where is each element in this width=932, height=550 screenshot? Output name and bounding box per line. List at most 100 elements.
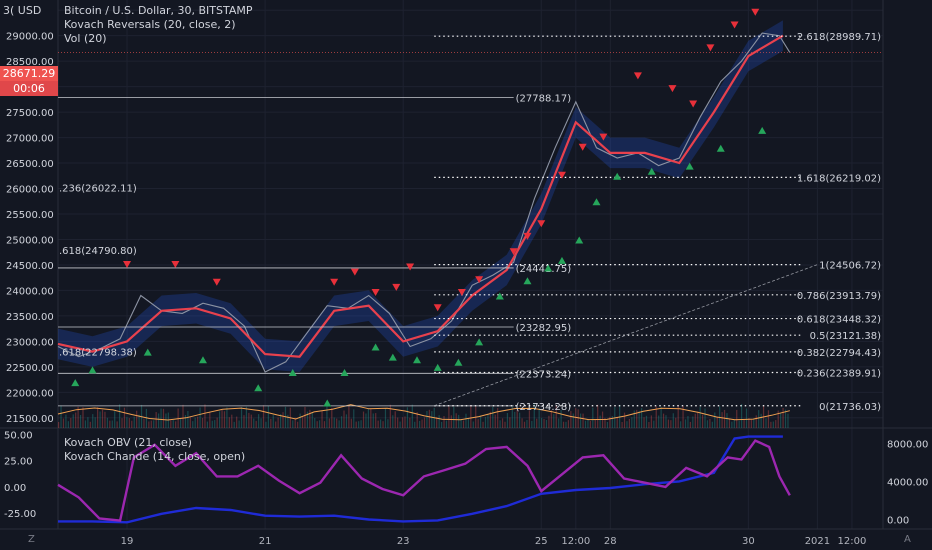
volume-bar xyxy=(506,413,509,428)
volume-bar xyxy=(782,407,784,428)
volume-bar xyxy=(550,410,552,428)
volume-bar xyxy=(170,420,172,428)
current-price-label: 28671.29 xyxy=(0,66,58,81)
volume-bar xyxy=(367,408,369,428)
volume-bar xyxy=(345,414,348,428)
timezone-icon[interactable]: Z xyxy=(28,534,35,545)
volume-bar xyxy=(492,406,494,428)
lower-left-tick-label: -25.00 xyxy=(4,509,36,520)
volume-bar xyxy=(404,416,406,428)
reversal-down-arrow xyxy=(557,171,566,179)
volume-bar xyxy=(501,418,504,428)
volume-bar xyxy=(399,421,401,428)
volume-bar xyxy=(448,406,450,428)
volume-bar xyxy=(704,408,706,428)
volume-moving-average xyxy=(57,404,790,421)
volume-bar xyxy=(323,421,326,428)
volume-bar xyxy=(58,422,60,428)
fib-level-label: 0(21736.03) xyxy=(819,402,881,413)
volume-bar xyxy=(641,408,643,428)
volume-bar xyxy=(472,421,474,428)
volume-bar xyxy=(487,413,489,428)
volume-bar xyxy=(389,404,391,428)
symbol-title: Bitcoin / U.S. Dollar, 30, BITSTAMP xyxy=(64,4,253,17)
volume-bar xyxy=(382,421,384,428)
volume-bar xyxy=(238,420,240,428)
volume-bar xyxy=(728,418,731,428)
volume-bar xyxy=(338,420,340,428)
volume-bar xyxy=(143,418,145,428)
volume-bar xyxy=(626,421,628,428)
volume-bar xyxy=(658,415,660,428)
reversal-up-arrow xyxy=(454,358,463,366)
volume-bar xyxy=(270,418,272,428)
volume-bar xyxy=(465,413,467,428)
volume-bar xyxy=(336,418,338,428)
indicator-kovach-chande: Kovach Chande (14, close, open) xyxy=(64,450,246,463)
volume-bar xyxy=(745,408,748,428)
price-tick-label: 23500.00 xyxy=(6,312,54,323)
volume-bar xyxy=(392,415,394,428)
reversal-down-arrow xyxy=(523,232,532,240)
volume-bar xyxy=(721,412,723,428)
volume-bar xyxy=(160,408,162,428)
volume-bar xyxy=(145,408,148,428)
volume-bar xyxy=(477,419,479,428)
volume-bar xyxy=(245,406,248,428)
reversal-down-arrow xyxy=(406,263,415,271)
reversal-up-arrow xyxy=(716,144,725,152)
volume-bar xyxy=(621,421,623,428)
price-tick-label: 25500.00 xyxy=(6,210,54,221)
volume-bar xyxy=(133,416,135,428)
reversal-up-arrow xyxy=(412,356,421,364)
volume-bar xyxy=(723,409,726,428)
volume-bar xyxy=(92,414,94,428)
volume-bar xyxy=(209,411,211,428)
reversal-down-arrow xyxy=(633,72,642,80)
reversal-down-arrow xyxy=(509,248,518,256)
price-tick-label: 24000.00 xyxy=(6,286,54,297)
reversal-up-arrow xyxy=(433,363,442,371)
volume-bar xyxy=(699,406,701,428)
volume-bar xyxy=(340,416,343,428)
reversal-up-arrow xyxy=(340,368,349,376)
volume-bar xyxy=(82,407,84,428)
volume-bar xyxy=(653,420,655,428)
volume-bar xyxy=(299,413,301,428)
volume-bar xyxy=(114,411,116,428)
volume-bar xyxy=(611,416,613,428)
volume-bar xyxy=(692,416,694,428)
volume-bar xyxy=(406,407,409,428)
volume-bar xyxy=(526,420,528,428)
volume-bar xyxy=(760,413,762,428)
volume-bar xyxy=(458,414,460,428)
volume-bar xyxy=(370,409,372,428)
reversal-up-arrow xyxy=(254,384,263,392)
reversal-up-arrow xyxy=(613,172,622,180)
volume-bar xyxy=(216,417,218,428)
symbol-badge[interactable]: 3( USD xyxy=(3,4,41,18)
volume-bar xyxy=(767,410,770,428)
fib-level-label: 1.618(26219.02) xyxy=(797,173,881,184)
volume-bar xyxy=(282,412,284,428)
volume-bar xyxy=(555,405,557,428)
volume-bar xyxy=(638,410,640,428)
chande-line xyxy=(57,439,791,522)
indicator-kovach-reversals: Kovach Reversals (20, close, 2) xyxy=(64,18,236,31)
volume-bar xyxy=(360,420,362,428)
auto-scale-icon[interactable]: A xyxy=(904,534,911,545)
volume-bar xyxy=(738,420,740,428)
volume-bar xyxy=(577,409,579,428)
volume-bar xyxy=(480,415,482,428)
volume-bar xyxy=(70,418,72,428)
volume-bar xyxy=(128,418,130,428)
volume-bar xyxy=(316,421,318,428)
volume-bar xyxy=(165,413,167,428)
volume-bar xyxy=(206,421,208,428)
left-fib-label: .618(22798.38) xyxy=(59,348,137,359)
volume-bar xyxy=(321,410,323,428)
volume-bar xyxy=(294,417,296,428)
volume-bar xyxy=(326,404,328,428)
volume-bar xyxy=(158,413,160,428)
